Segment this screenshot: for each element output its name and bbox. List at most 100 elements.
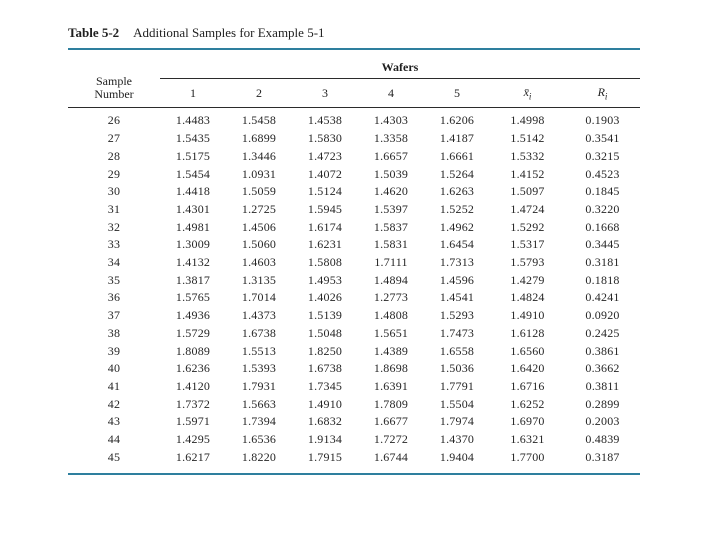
wafer-value-cell: 1.7272 <box>373 432 409 447</box>
wafer-value-cell: 1.5059 <box>241 184 277 199</box>
range-value-cell: 0.2899 <box>585 396 620 411</box>
wafer-value-cell: 1.5971 <box>175 414 211 429</box>
wafer-value-cell: 1.6174 <box>307 219 343 234</box>
table-row: 33 1.3009 1.5060 1.6231 1.5831 1.6454 1.5317 0.… <box>68 236 640 254</box>
wafer-value-cell: 1.6832 <box>307 414 343 429</box>
wafer-value-cell: 1.4894 <box>373 272 409 287</box>
sample-number-cell: 28 <box>107 148 121 163</box>
wafer-value-cell: 1.0931 <box>241 166 277 181</box>
wafer-value-cell: 1.6558 <box>439 343 475 358</box>
wafer-value-cell: 1.7473 <box>439 325 475 340</box>
wafer-value-cell: 1.5945 <box>307 201 343 216</box>
table-row: 35 1.3817 1.3135 1.4953 1.4894 1.4596 1.4279 0.… <box>68 272 640 290</box>
range-value-cell: 0.3662 <box>585 361 620 376</box>
wafer-value-cell: 1.2773 <box>373 290 409 305</box>
wafer-value-cell: 1.4962 <box>439 219 475 234</box>
xbar-value-cell: 1.6252 <box>510 396 545 411</box>
wafer-value-cell: 1.7372 <box>175 396 211 411</box>
wafer-value-cell: 1.5048 <box>307 325 343 340</box>
wafer-value-cell: 1.6899 <box>241 131 277 146</box>
range-value-cell: 0.2425 <box>585 325 620 340</box>
sample-number-cell: 33 <box>107 237 121 252</box>
range-value-cell: 0.1818 <box>585 272 620 287</box>
range-value-cell: 0.1668 <box>585 219 620 234</box>
wafer-value-cell: 1.4303 <box>373 113 409 128</box>
sample-number-cell: 41 <box>107 378 121 393</box>
sample-number-cell: 32 <box>107 219 121 234</box>
wafer-value-cell: 1.4373 <box>241 308 277 323</box>
range-value-cell: 0.3811 <box>585 378 620 393</box>
range-value-cell: 0.2003 <box>585 414 620 429</box>
range-value-cell: 0.4523 <box>585 166 620 181</box>
xbar-value-cell: 1.5332 <box>510 148 545 163</box>
wafer-value-cell: 1.8698 <box>373 361 409 376</box>
wafer-value-cell: 1.4596 <box>439 272 475 287</box>
wafer-value-cell: 1.5124 <box>307 184 343 199</box>
wafer-value-cell: 1.7345 <box>307 378 343 393</box>
wafer-value-cell: 1.5293 <box>439 308 475 323</box>
xbar-value-cell: 1.4152 <box>510 166 545 181</box>
range-value-cell: 0.1903 <box>585 113 620 128</box>
sample-number-cell: 26 <box>107 113 121 128</box>
wafer-value-cell: 1.5060 <box>241 237 277 252</box>
table-row: 27 1.5435 1.6899 1.5830 1.3358 1.4187 1.5142 0.… <box>68 130 640 148</box>
table-row: 45 1.6217 1.8220 1.7915 1.6744 1.9404 1.7700 0.… <box>68 448 641 476</box>
sample-number-cell: 27 <box>107 131 121 146</box>
table-caption: Additional Samples for Example 5-1 <box>133 25 325 40</box>
wafer-value-cell: 1.4483 <box>175 113 211 128</box>
wafer-value-cell: 1.5808 <box>307 255 343 270</box>
wafer-value-cell: 1.7915 <box>292 448 358 476</box>
xbar-symbol: x̄ <box>523 85 529 99</box>
sample-number-cell: 36 <box>107 290 121 305</box>
wafer-value-cell: 1.6454 <box>439 237 475 252</box>
xbar-value-cell: 1.4279 <box>510 272 545 287</box>
wafer-value-cell: 1.6677 <box>373 414 409 429</box>
wafer-value-cell: 1.7931 <box>241 378 277 393</box>
range-value-cell: 0.4241 <box>585 290 620 305</box>
wafer-value-cell: 1.7313 <box>439 255 475 270</box>
wafer-value-cell: 1.7111 <box>374 255 408 270</box>
xbar-value-cell: 1.7700 <box>490 448 565 476</box>
sample-number-cell: 39 <box>107 343 121 358</box>
wafer-value-cell: 1.3817 <box>175 272 211 287</box>
wafer-value-cell: 1.5837 <box>373 219 409 234</box>
range-symbol: R <box>597 85 605 99</box>
sample-number-cell: 42 <box>107 396 121 411</box>
xbar-value-cell: 1.6716 <box>510 378 545 393</box>
wafer-value-cell: 1.7809 <box>373 396 409 411</box>
wafer-value-cell: 1.5252 <box>439 201 475 216</box>
wafer-value-cell: 1.6744 <box>358 448 424 476</box>
wafer-value-cell: 1.4910 <box>307 396 343 411</box>
wafer-value-cell: 1.2725 <box>241 201 277 216</box>
wafer-value-cell: 1.4808 <box>373 308 409 323</box>
sample-number-cell: 45 <box>68 448 160 476</box>
wafer-value-cell: 1.3009 <box>175 237 211 252</box>
wafer-value-cell: 1.5435 <box>175 131 211 146</box>
wafer-value-cell: 1.6661 <box>439 148 475 163</box>
wafer-value-cell: 1.3135 <box>241 272 277 287</box>
wafer-value-cell: 1.6657 <box>373 148 409 163</box>
wafer-value-cell: 1.6206 <box>439 113 475 128</box>
table-row: 30 1.4418 1.5059 1.5124 1.4620 1.6263 1.5097 0.… <box>68 183 640 201</box>
wafer-col-5: 5 <box>424 78 490 109</box>
wafer-value-cell: 1.5831 <box>373 237 409 252</box>
stub-header-line2: Number <box>94 87 134 102</box>
wafer-col-3: 3 <box>292 78 358 109</box>
xbar-value-cell: 1.4910 <box>510 308 545 323</box>
wafer-col-1: 1 <box>160 78 226 109</box>
sample-number-cell: 40 <box>107 361 121 376</box>
wafer-value-cell: 1.4506 <box>241 219 277 234</box>
wafer-value-cell: 1.4620 <box>373 184 409 199</box>
wafer-value-cell: 1.5175 <box>175 148 211 163</box>
xbar-value-cell: 1.6128 <box>510 325 545 340</box>
range-value-cell: 0.4839 <box>585 432 620 447</box>
wafer-value-cell: 1.4723 <box>307 148 343 163</box>
wafer-value-cell: 1.4301 <box>175 201 211 216</box>
wafer-value-cell: 1.4389 <box>373 343 409 358</box>
xbar-value-cell: 1.6560 <box>510 343 545 358</box>
range-value-cell: 0.3215 <box>585 148 620 163</box>
range-value-cell: 0.3181 <box>585 255 620 270</box>
xbar-value-cell: 1.5793 <box>510 255 545 270</box>
wafer-value-cell: 1.6536 <box>241 432 277 447</box>
table-row: 44 1.4295 1.6536 1.9134 1.7272 1.4370 1.6321 0.… <box>68 431 640 449</box>
